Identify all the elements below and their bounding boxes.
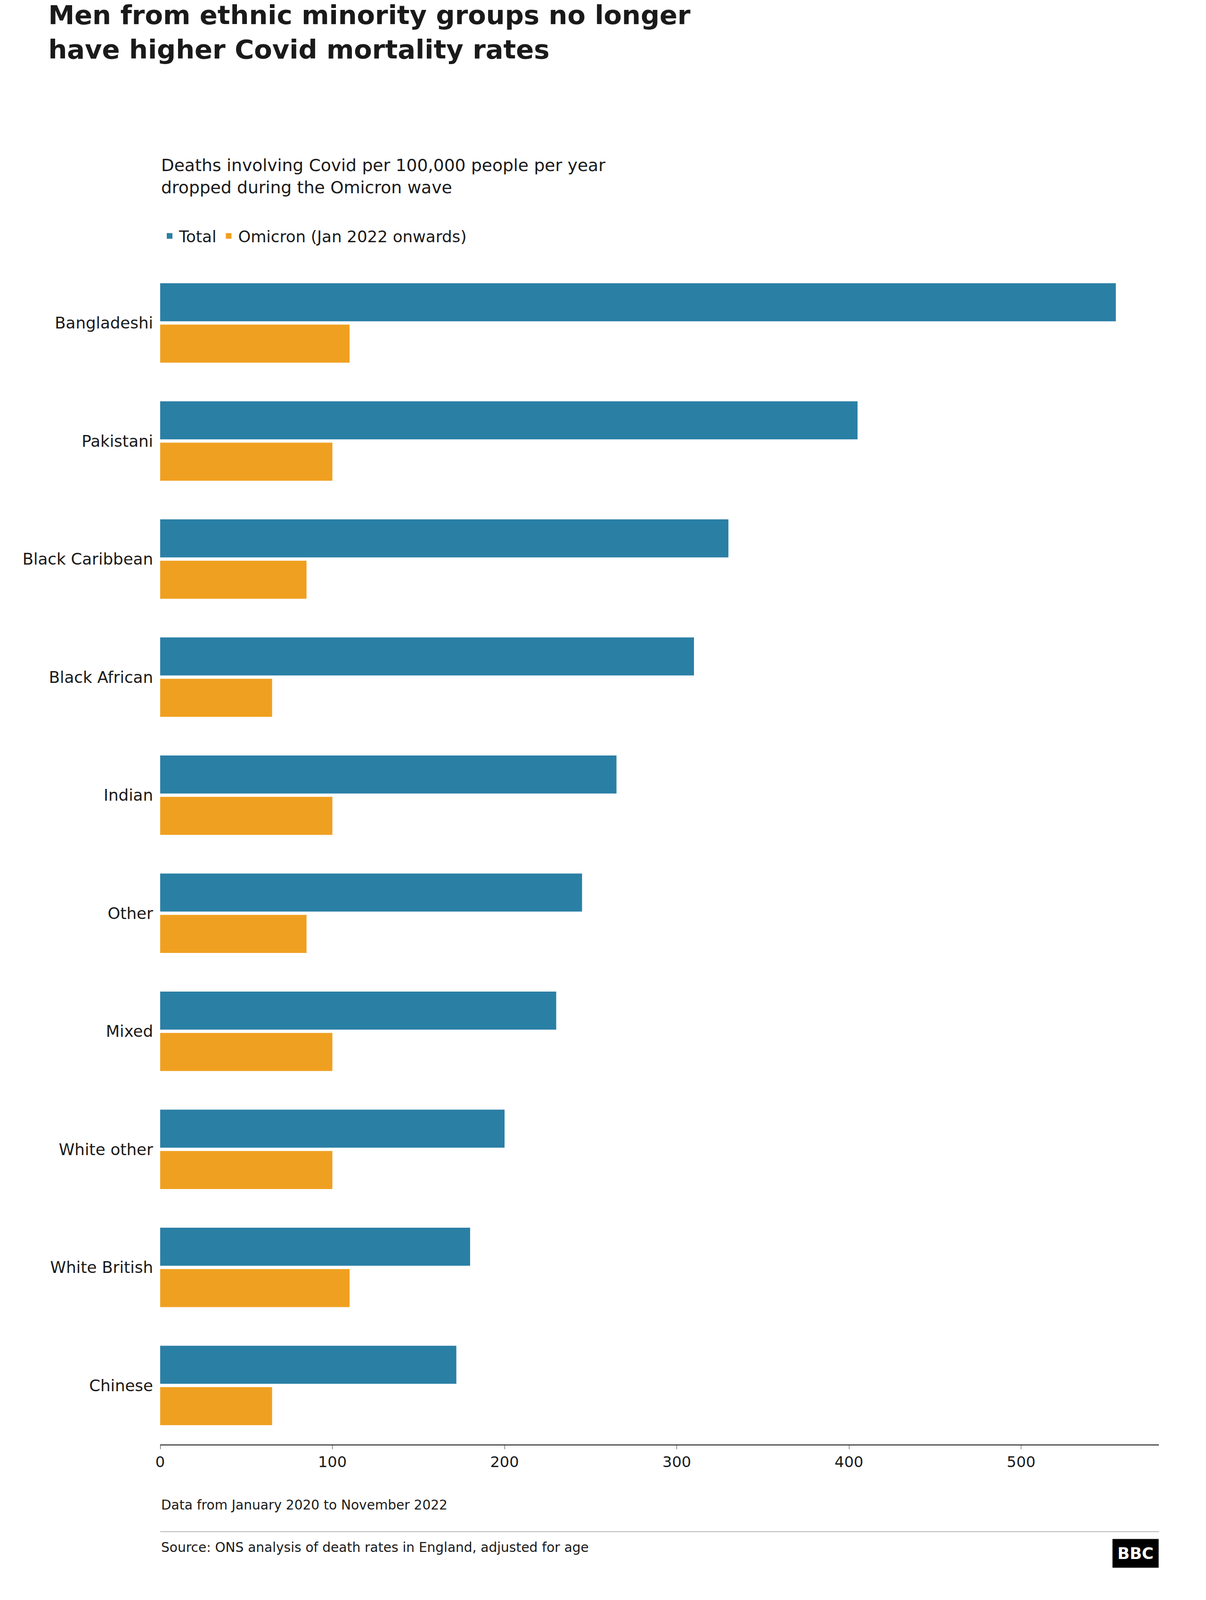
svg-text:White British: White British (50, 1257, 154, 1277)
svg-text:500: 500 (1006, 1452, 1036, 1471)
svg-text:100: 100 (317, 1452, 347, 1471)
svg-text:200: 200 (489, 1452, 519, 1471)
svg-text:Total: Total (178, 227, 217, 246)
svg-text:Bangladeshi: Bangladeshi (54, 313, 154, 333)
svg-text:Men from ethnic minority group: Men from ethnic minority groups no longe… (48, 0, 691, 65)
svg-text:Data from January 2020 to Nove: Data from January 2020 to November 2022 (161, 1496, 448, 1513)
svg-text:400: 400 (834, 1452, 864, 1471)
svg-text:Pakistani: Pakistani (81, 431, 154, 451)
svg-text:Deaths involving Covid per 100: Deaths involving Covid per 100,000 peopl… (161, 155, 606, 197)
svg-text:Black African: Black African (48, 667, 154, 687)
svg-text:Black Caribbean: Black Caribbean (22, 549, 154, 569)
svg-text:300: 300 (662, 1452, 692, 1471)
svg-text:White other: White other (58, 1139, 154, 1159)
svg-text:Chinese: Chinese (89, 1375, 154, 1395)
svg-text:Other: Other (107, 903, 154, 923)
svg-text:Mixed: Mixed (105, 1021, 154, 1041)
svg-text:Omicron (Jan 2022 onwards): Omicron (Jan 2022 onwards) (237, 227, 467, 246)
svg-text:BBC: BBC (1117, 1543, 1154, 1563)
svg-text:Source: ONS analysis of death: Source: ONS analysis of death rates in E… (161, 1539, 589, 1555)
svg-text:0: 0 (155, 1452, 165, 1471)
svg-text:Indian: Indian (103, 785, 154, 805)
